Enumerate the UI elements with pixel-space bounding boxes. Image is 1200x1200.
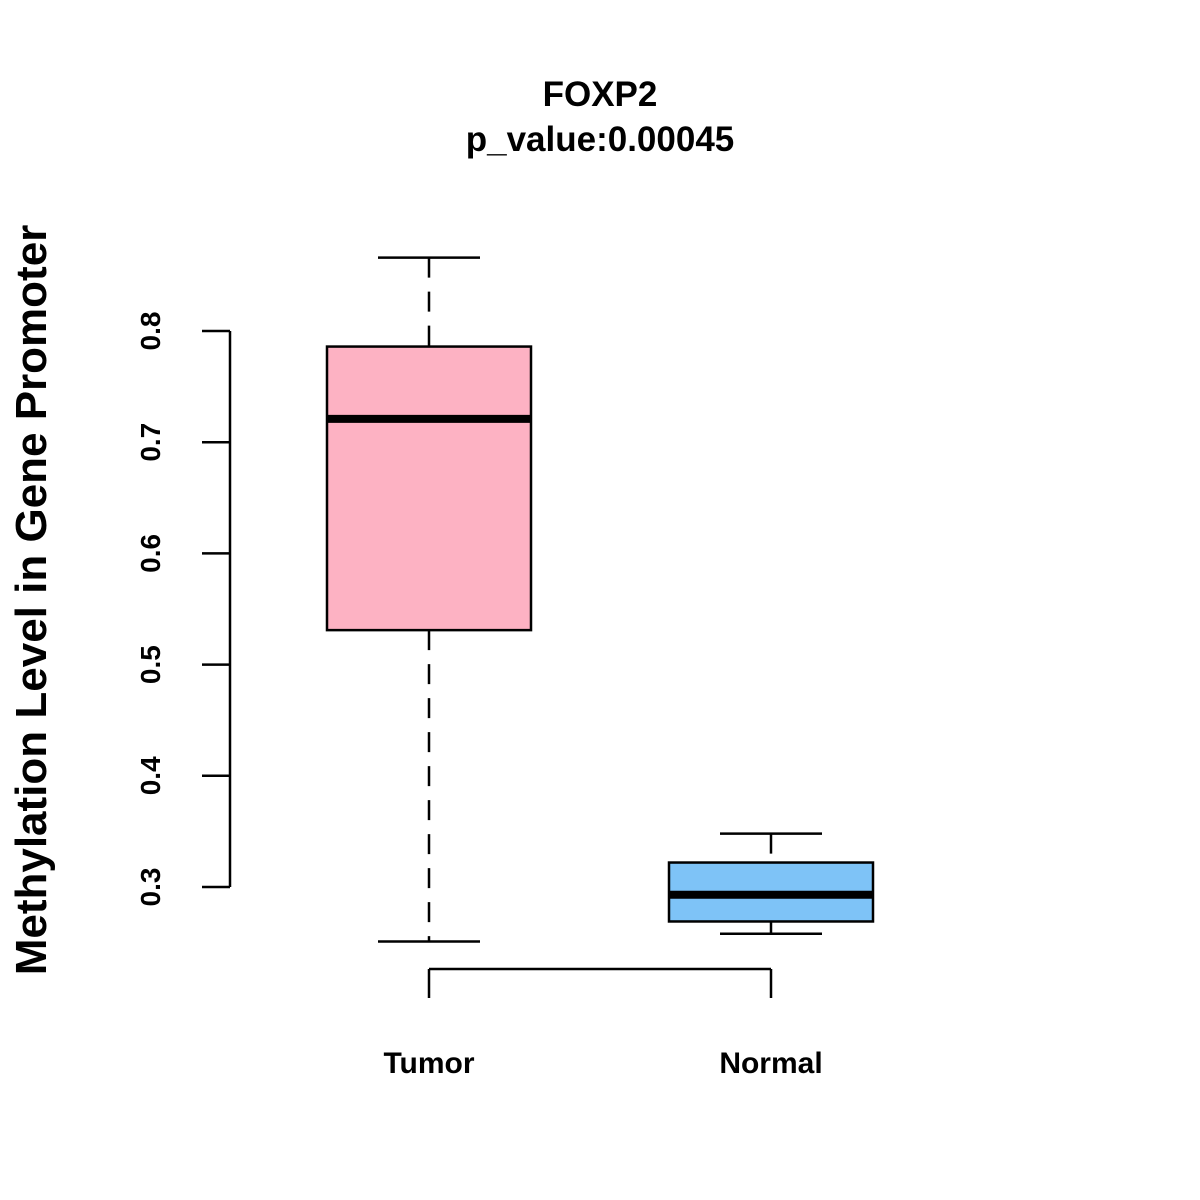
y-axis-label: Methylation Level in Gene Promoter [7, 225, 56, 976]
y-tick-label: 0.8 [135, 312, 166, 351]
y-tick-label: 0.3 [135, 868, 166, 907]
y-tick-label: 0.4 [135, 756, 166, 795]
chart-subtitle: p_value:0.00045 [466, 120, 735, 159]
x-axis: Tumor Normal [383, 967, 823, 1080]
y-tick-label: 0.7 [135, 423, 166, 462]
chart-title: FOXP2 [543, 75, 658, 114]
y-tick-label: 0.5 [135, 645, 166, 684]
box-normal [667, 832, 875, 935]
box-iqr [325, 345, 533, 632]
boxes [325, 256, 875, 943]
x-tick-label: Normal [719, 1047, 822, 1080]
y-tick-label: 0.6 [135, 534, 166, 573]
box-tumor [325, 256, 533, 943]
y-axis: 0.3 0.4 0.5 0.6 0.7 0.8 [135, 312, 232, 907]
x-tick-label: Tumor [383, 1047, 474, 1080]
